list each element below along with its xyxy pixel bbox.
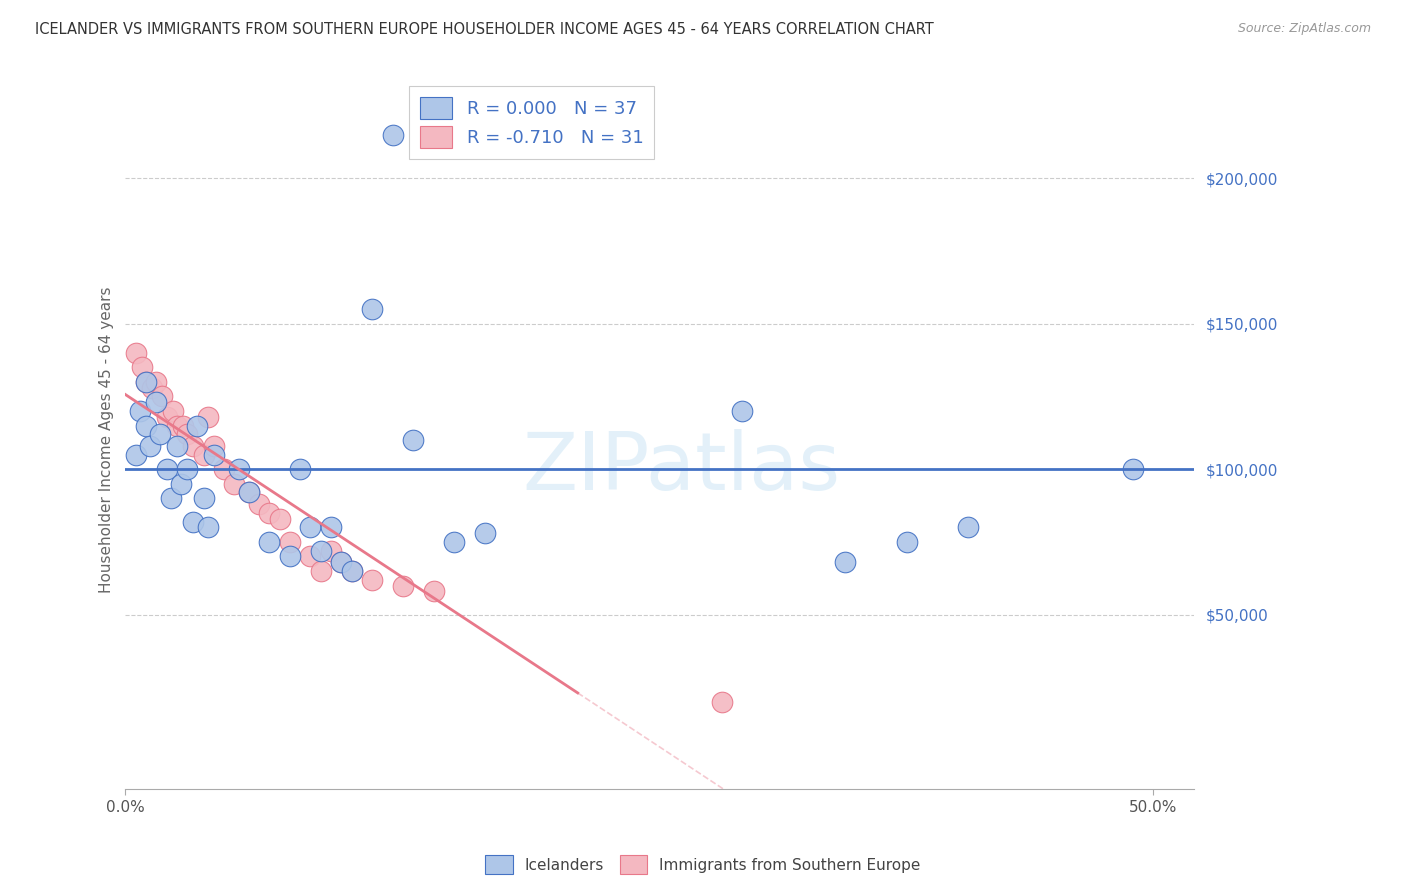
Point bbox=[474, 526, 496, 541]
Point bbox=[238, 485, 260, 500]
Point bbox=[141, 381, 163, 395]
Point bbox=[402, 433, 425, 447]
Point bbox=[170, 476, 193, 491]
Point bbox=[1122, 462, 1144, 476]
Point bbox=[340, 564, 363, 578]
Point bbox=[319, 543, 342, 558]
Point bbox=[247, 497, 270, 511]
Y-axis label: Householder Income Ages 45 - 64 years: Householder Income Ages 45 - 64 years bbox=[100, 287, 114, 593]
Point bbox=[145, 375, 167, 389]
Point bbox=[269, 511, 291, 525]
Legend: R = 0.000   N = 37, R = -0.710   N = 31: R = 0.000 N = 37, R = -0.710 N = 31 bbox=[409, 87, 654, 159]
Point bbox=[139, 439, 162, 453]
Point bbox=[423, 584, 446, 599]
Point bbox=[834, 555, 856, 569]
Point bbox=[309, 564, 332, 578]
Point bbox=[212, 462, 235, 476]
Point bbox=[731, 404, 754, 418]
Point bbox=[135, 375, 157, 389]
Point bbox=[259, 535, 281, 549]
Point bbox=[238, 485, 260, 500]
Point bbox=[166, 418, 188, 433]
Point bbox=[330, 555, 353, 569]
Point bbox=[125, 346, 148, 360]
Point bbox=[361, 573, 384, 587]
Point bbox=[278, 535, 301, 549]
Point bbox=[128, 404, 150, 418]
Point bbox=[162, 404, 184, 418]
Point bbox=[228, 462, 250, 476]
Point bbox=[309, 543, 332, 558]
Point bbox=[278, 549, 301, 564]
Point bbox=[193, 491, 215, 506]
Text: ZIPatlas: ZIPatlas bbox=[522, 429, 841, 507]
Point bbox=[202, 448, 225, 462]
Point bbox=[166, 439, 188, 453]
Point bbox=[135, 418, 157, 433]
Point bbox=[186, 418, 208, 433]
Point bbox=[176, 427, 198, 442]
Text: Source: ZipAtlas.com: Source: ZipAtlas.com bbox=[1237, 22, 1371, 36]
Point bbox=[155, 462, 177, 476]
Point bbox=[149, 427, 172, 442]
Point bbox=[443, 535, 465, 549]
Point bbox=[181, 515, 204, 529]
Point bbox=[131, 360, 153, 375]
Point bbox=[159, 491, 181, 506]
Point bbox=[896, 535, 918, 549]
Text: ICELANDER VS IMMIGRANTS FROM SOUTHERN EUROPE HOUSEHOLDER INCOME AGES 45 - 64 YEA: ICELANDER VS IMMIGRANTS FROM SOUTHERN EU… bbox=[35, 22, 934, 37]
Point bbox=[361, 302, 384, 317]
Point bbox=[330, 555, 353, 569]
Point bbox=[155, 409, 177, 424]
Point bbox=[152, 389, 174, 403]
Point bbox=[710, 695, 733, 709]
Point bbox=[299, 549, 322, 564]
Point bbox=[135, 375, 157, 389]
Point bbox=[176, 462, 198, 476]
Point bbox=[202, 439, 225, 453]
Point bbox=[290, 462, 312, 476]
Point bbox=[224, 476, 246, 491]
Point bbox=[193, 448, 215, 462]
Point bbox=[181, 439, 204, 453]
Point bbox=[340, 564, 363, 578]
Point bbox=[197, 520, 219, 534]
Point bbox=[145, 395, 167, 409]
Point bbox=[957, 520, 980, 534]
Point bbox=[381, 128, 404, 142]
Point bbox=[392, 578, 415, 592]
Point bbox=[125, 448, 148, 462]
Point bbox=[172, 418, 194, 433]
Point bbox=[197, 409, 219, 424]
Point bbox=[299, 520, 322, 534]
Point bbox=[259, 506, 281, 520]
Point bbox=[319, 520, 342, 534]
Legend: Icelanders, Immigrants from Southern Europe: Icelanders, Immigrants from Southern Eur… bbox=[479, 849, 927, 880]
